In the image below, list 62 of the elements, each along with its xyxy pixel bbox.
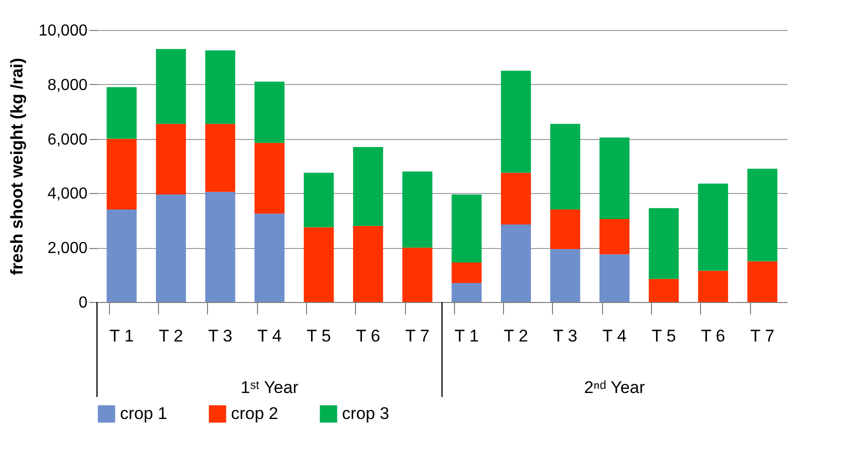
legend-label: crop 3 <box>342 404 390 423</box>
bar <box>156 194 186 302</box>
bar <box>550 210 580 249</box>
bar <box>747 168 778 262</box>
bar <box>452 262 482 283</box>
bar <box>402 171 432 248</box>
bar <box>304 172 334 228</box>
y-axis-title: fresh shoot weight (kg /rai) <box>8 58 27 276</box>
bar <box>353 146 384 226</box>
x-tick-label: T 1 <box>454 326 479 346</box>
bar <box>106 87 137 139</box>
text: 2ⁿᵈ Year <box>584 378 646 397</box>
y-tick-label: 2,000 <box>47 240 88 258</box>
bar <box>106 138 137 210</box>
x-tick-label: T 5 <box>306 326 331 346</box>
y-tick-label: 10,000 <box>38 22 88 40</box>
bar <box>205 50 236 124</box>
bar <box>156 49 186 124</box>
x-tick-label: T 3 <box>208 326 232 346</box>
x-tick-label: T 6 <box>700 326 726 346</box>
bar <box>254 142 284 214</box>
bar <box>648 208 679 279</box>
legend-label: crop 2 <box>231 404 278 423</box>
bar <box>205 192 236 302</box>
bar <box>600 254 630 302</box>
bar <box>353 226 384 302</box>
bar <box>747 261 778 302</box>
bar <box>106 210 137 302</box>
bar <box>254 82 284 143</box>
bar <box>698 184 728 271</box>
text: 1ˢᵗ Year <box>240 378 299 397</box>
x-tick-label: T 4 <box>602 326 627 346</box>
bar <box>550 248 580 302</box>
bar <box>156 124 186 195</box>
y-tick-label: 6,000 <box>47 131 88 148</box>
bar <box>500 172 531 224</box>
x-tick-label: T 3 <box>553 326 578 346</box>
bar <box>452 194 482 263</box>
bar <box>254 214 284 302</box>
bar <box>698 270 728 302</box>
bar <box>500 70 531 173</box>
x-tick-label: T 5 <box>652 326 676 346</box>
bar <box>550 124 580 210</box>
x-tick-label: T 1 <box>110 326 134 346</box>
bar <box>304 227 334 302</box>
x-tick-label: T 2 <box>504 326 528 346</box>
bar <box>205 124 236 192</box>
bar <box>648 278 679 302</box>
x-tick-label: T 2 <box>158 326 184 346</box>
x-tick-label: T 4 <box>257 326 282 346</box>
bar <box>402 248 432 302</box>
bar <box>600 219 630 254</box>
bar <box>452 282 482 302</box>
bar <box>500 224 531 302</box>
x-tick-label: T 7 <box>750 326 774 346</box>
y-tick-label: 0 <box>78 294 88 312</box>
y-tick-label: 8,000 <box>47 76 88 94</box>
legend-label: crop 1 <box>120 404 168 423</box>
bar <box>600 137 630 220</box>
y-tick-label: 4,000 <box>47 186 88 203</box>
x-tick-label: T 6 <box>356 326 380 346</box>
x-tick-label: T 7 <box>405 326 430 346</box>
